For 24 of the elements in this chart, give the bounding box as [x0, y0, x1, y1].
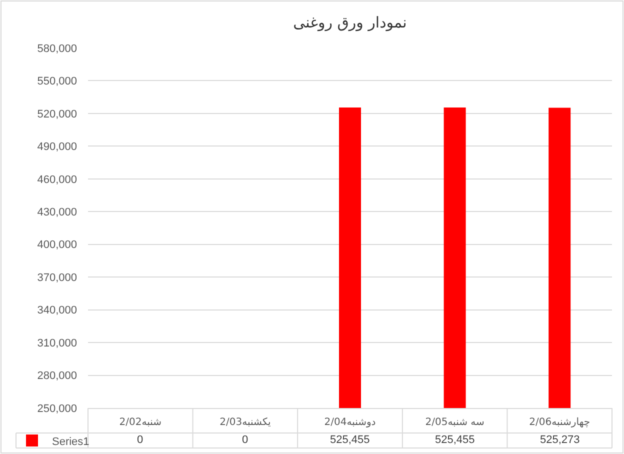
- y-tick-label: 370,000: [37, 272, 77, 284]
- x-tick-label: چهارشنبه2/06: [529, 417, 590, 428]
- y-tick-label: 520,000: [37, 108, 77, 120]
- data-label: 525,455: [435, 434, 475, 446]
- x-tick-label: دوشنبه2/04: [324, 417, 376, 428]
- text: 0: [137, 434, 144, 446]
- y-tick-label: 580,000: [37, 42, 77, 55]
- y-tick-label: 430,000: [37, 206, 77, 218]
- y-tick-label: 460,000: [37, 174, 77, 186]
- text: 0: [242, 434, 248, 446]
- x-tick-label: سه شنبه2/05: [425, 417, 484, 428]
- data-label: 525,273: [540, 434, 580, 446]
- y-tick-label: 280,000: [37, 370, 77, 382]
- chart-title: نمودار ورق روغنی: [293, 13, 407, 32]
- y-tick-label: 490,000: [37, 141, 77, 154]
- y-tick-label: 310,000: [37, 337, 77, 350]
- legend-label: Series1: [52, 436, 90, 448]
- y-tick-label: 250,000: [37, 402, 77, 415]
- x-tick-label: شنبه2/02: [119, 417, 162, 428]
- x-tick-label: یکشنبه2/03: [220, 417, 271, 428]
- y-tick-label: 340,000: [37, 304, 77, 317]
- y-tick-label: 550,000: [37, 76, 77, 88]
- y-tick-label: 400,000: [37, 239, 77, 252]
- data-label: 525,455: [330, 434, 370, 446]
